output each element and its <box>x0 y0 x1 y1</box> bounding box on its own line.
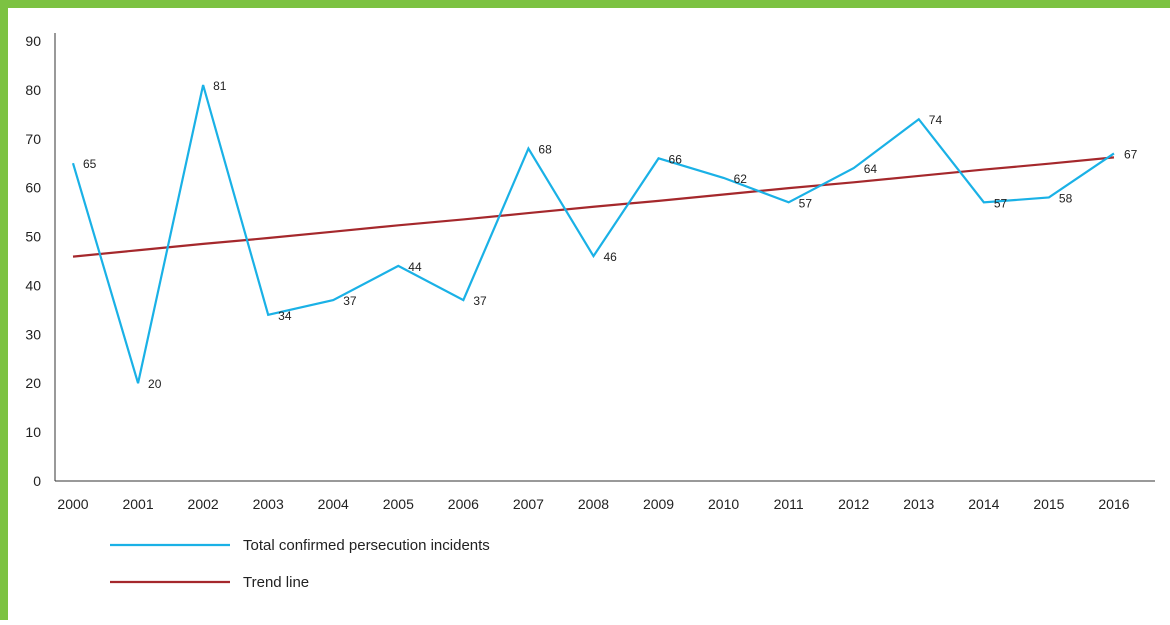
y-tick-label: 50 <box>25 229 41 245</box>
legend-label: Trend line <box>243 574 309 591</box>
x-tick-label: 2003 <box>253 496 284 512</box>
x-tick-label: 2015 <box>1033 496 1064 512</box>
x-tick-label: 2010 <box>708 496 739 512</box>
chart-axes <box>54 33 1155 482</box>
x-tick-label: 2004 <box>318 496 349 512</box>
y-tick-label: 70 <box>25 131 41 147</box>
legend: Total confirmed persecution incidents Tre… <box>110 537 490 591</box>
data-label: 68 <box>538 143 552 157</box>
x-tick-label: 2001 <box>122 496 153 512</box>
y-tick-label: 90 <box>25 33 41 49</box>
x-tick-label: 2013 <box>903 496 934 512</box>
data-label: 57 <box>994 196 1008 210</box>
y-axis-ticks: 0 10 20 30 40 50 60 70 80 90 <box>25 33 41 489</box>
data-label: 74 <box>929 113 943 127</box>
legend-item-incidents: Total confirmed persecution incidents <box>110 537 490 554</box>
series-lines <box>71 84 1115 384</box>
x-tick-label: 2012 <box>838 496 869 512</box>
data-label: 44 <box>408 260 422 274</box>
x-tick-label: 2009 <box>643 496 674 512</box>
y-tick-label: 30 <box>25 326 41 342</box>
x-tick-label: 2011 <box>774 496 804 512</box>
series-line-incidents <box>71 84 1115 384</box>
x-tick-label: 2005 <box>383 496 414 512</box>
x-tick-label: 2002 <box>188 496 219 512</box>
data-label: 46 <box>603 250 617 264</box>
x-axis-ticks: 2000 2001 2002 2003 2004 2005 2006 2007 2008 2009… <box>57 496 1129 512</box>
x-tick-label: 2016 <box>1098 496 1129 512</box>
x-tick-label: 2008 <box>578 496 609 512</box>
data-labels: 65 20 81 34 37 44 37 68 46 66 62 57 64 74 57 58 67 <box>83 79 1138 391</box>
data-label: 20 <box>148 377 162 391</box>
y-tick-label: 60 <box>25 180 41 196</box>
x-tick-label: 2014 <box>968 496 999 512</box>
y-tick-label: 80 <box>25 82 41 98</box>
data-label: 37 <box>473 294 487 308</box>
y-tick-label: 20 <box>25 375 41 391</box>
x-tick-label: 2006 <box>448 496 479 512</box>
data-label: 65 <box>83 157 97 171</box>
y-tick-label: 10 <box>25 424 41 440</box>
series-line-trend <box>72 156 1115 258</box>
line-chart: 0 10 20 30 40 50 60 70 80 90 2000 2001 2002 2003 2004… <box>25 33 1155 591</box>
y-tick-label: 0 <box>33 473 41 489</box>
data-label: 64 <box>864 162 878 176</box>
data-label: 62 <box>734 172 748 186</box>
data-label: 34 <box>278 309 292 323</box>
data-label: 57 <box>799 196 813 210</box>
data-label: 37 <box>343 294 357 308</box>
data-label: 67 <box>1124 147 1138 161</box>
data-label: 58 <box>1059 191 1073 205</box>
x-tick-label: 2007 <box>513 496 544 512</box>
data-label: 66 <box>669 152 683 166</box>
x-tick-label: 2000 <box>57 496 88 512</box>
legend-item-trend: Trend line <box>110 574 309 591</box>
y-tick-label: 40 <box>25 277 41 293</box>
data-label: 81 <box>213 79 227 93</box>
legend-label: Total confirmed persecution incidents <box>243 537 490 554</box>
